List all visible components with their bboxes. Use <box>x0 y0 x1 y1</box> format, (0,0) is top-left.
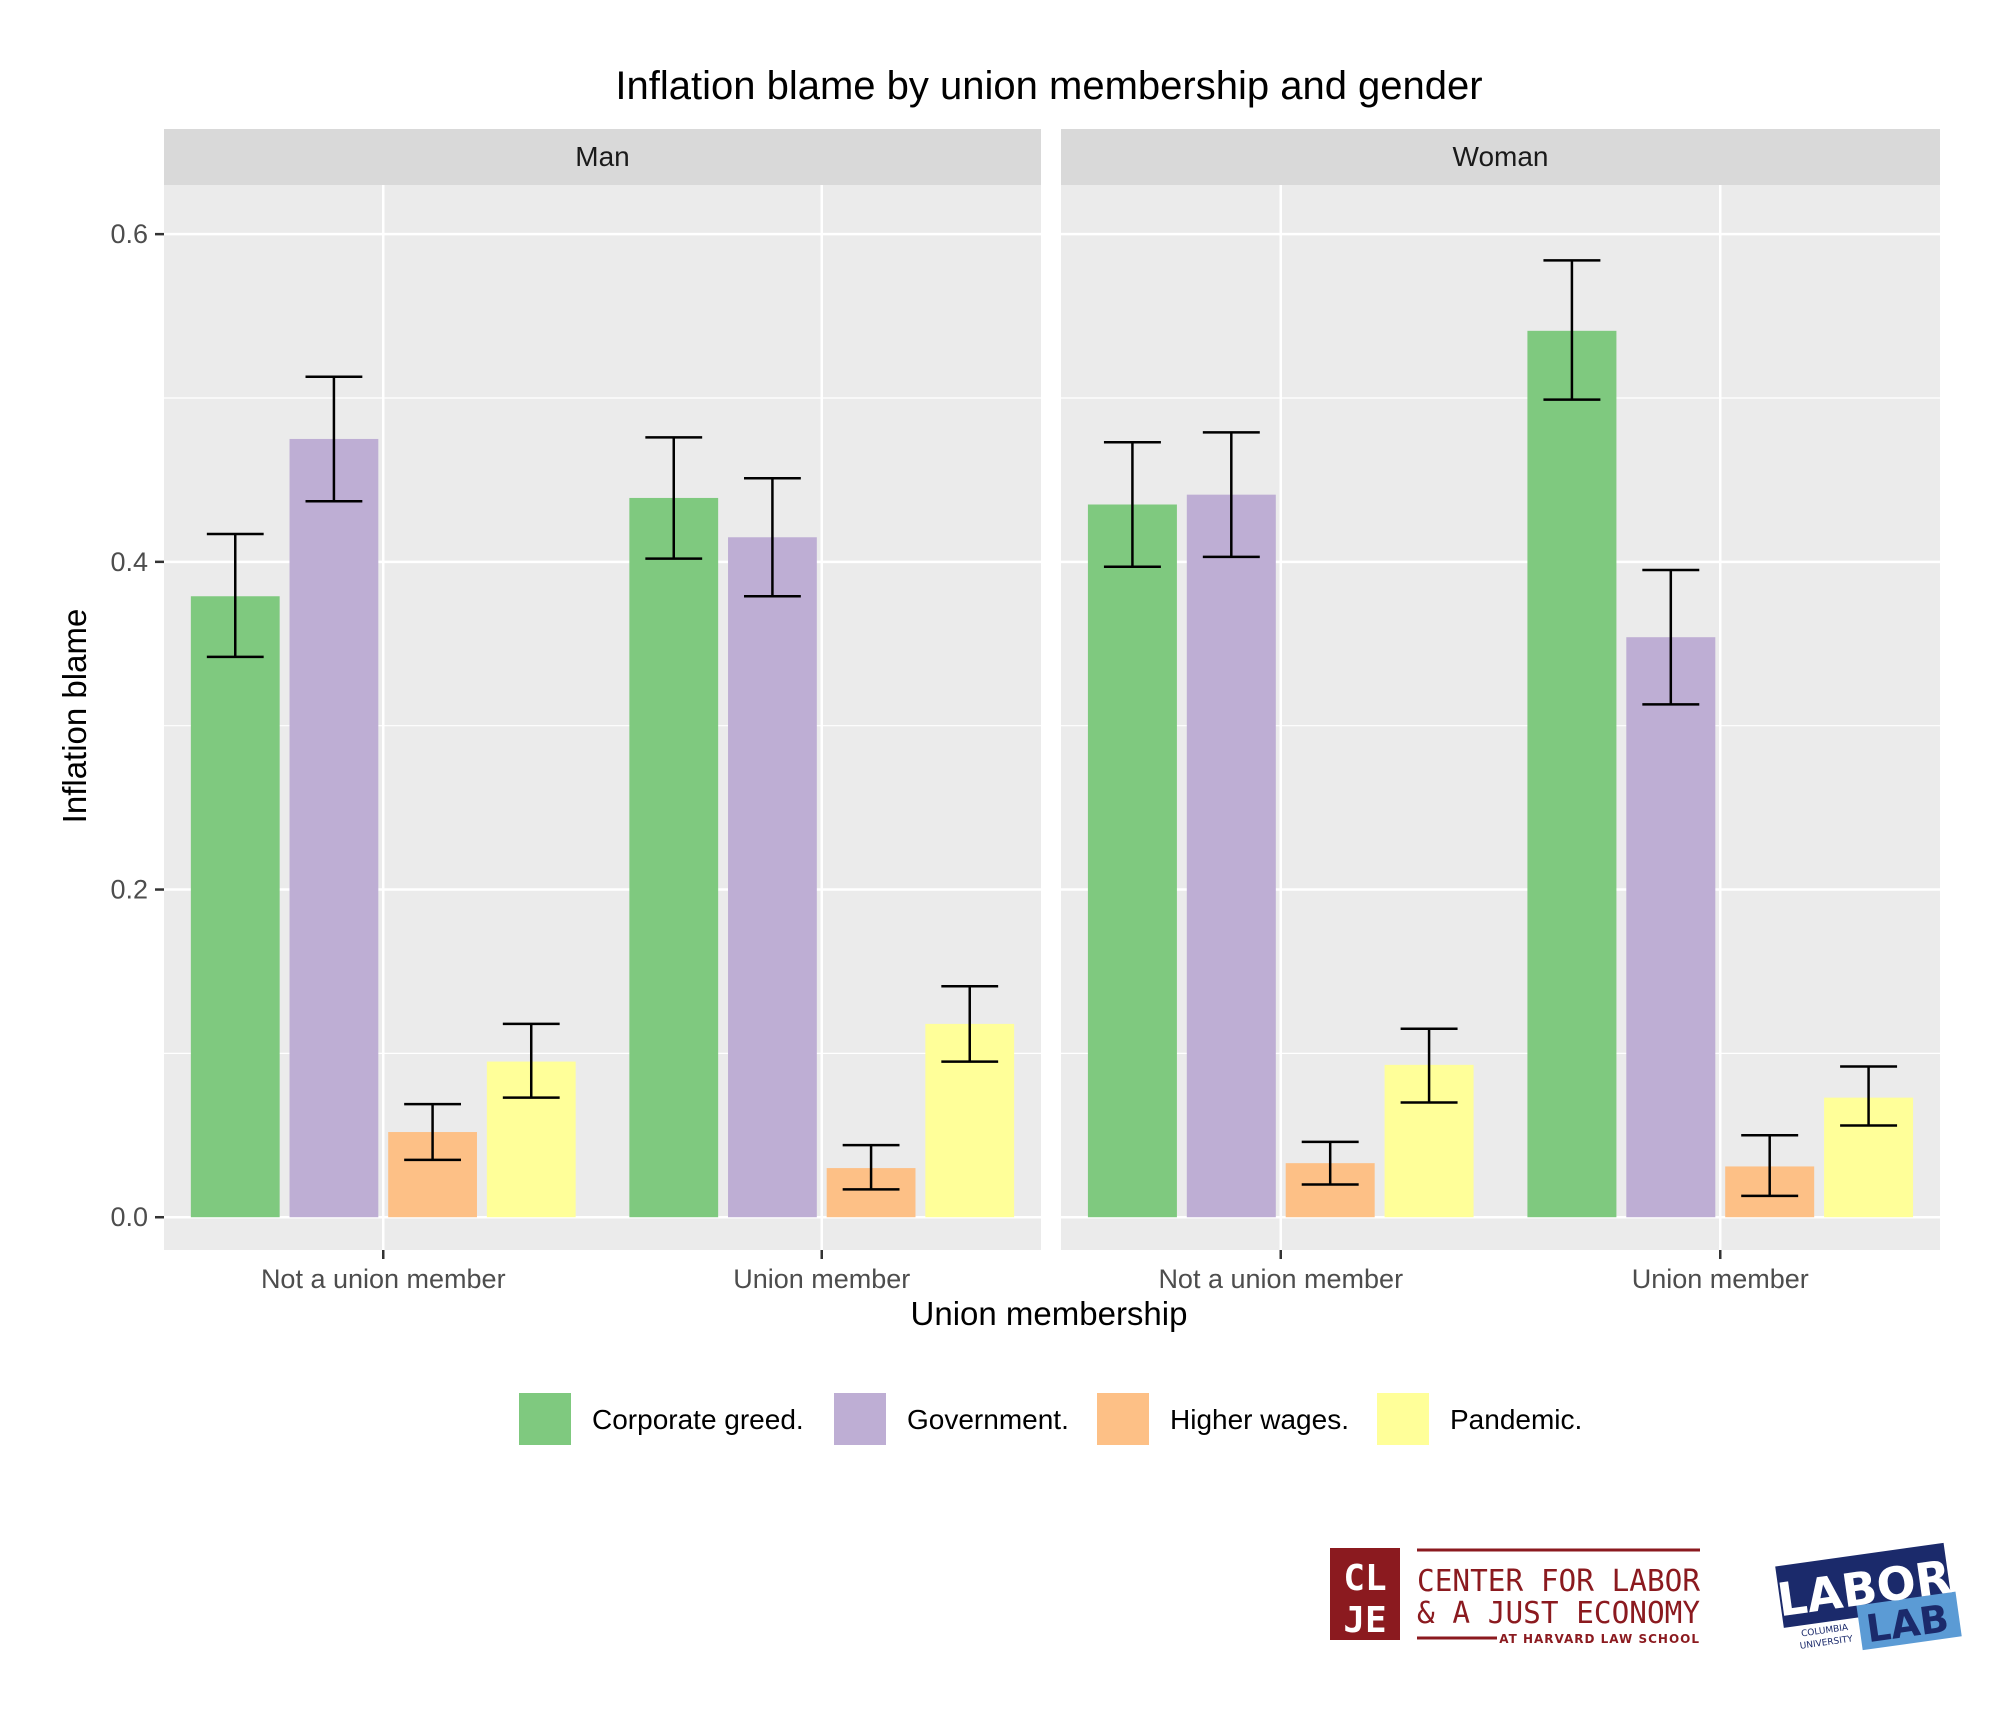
y-tick-label: 0.4 <box>110 547 148 577</box>
legend: Corporate greed. Government. Higher wages.… <box>517 1391 1582 1447</box>
x-axis-label: Union membership <box>911 1295 1188 1332</box>
facet-strip-label: Woman <box>1453 141 1549 172</box>
legend-label: Government. <box>907 1404 1069 1435</box>
error-bar <box>842 1143 900 1191</box>
error-bar <box>1741 1134 1799 1198</box>
y-axis-label: Inflation blame <box>56 609 93 824</box>
legend-item: Pandemic. <box>1375 1391 1582 1447</box>
labor-lab-logo-light-box <box>1856 1591 1962 1651</box>
clje-logo-line2: & A JUST ECONOMY <box>1417 1596 1700 1631</box>
legend-label: Corporate greed. <box>592 1404 804 1435</box>
legend-key <box>517 1391 573 1447</box>
legend-key <box>1375 1391 1431 1447</box>
error-bar <box>1400 1027 1458 1104</box>
legend-item: Higher wages. <box>1095 1391 1349 1447</box>
bar <box>289 438 379 1218</box>
error-bar <box>1543 259 1601 401</box>
y-tick-label: 0.2 <box>110 875 148 905</box>
error-bar <box>1642 568 1700 706</box>
labor-lab-logo: LABOR LAB COLUMBIA UNIVERSITY <box>1774 1542 1962 1652</box>
bar <box>1527 330 1617 1218</box>
error-bar <box>744 477 801 598</box>
error-bar <box>206 532 264 659</box>
legend-key <box>1095 1391 1151 1447</box>
y-tick-label: 0.6 <box>110 219 148 249</box>
error-bar <box>404 1102 461 1162</box>
x-tick-label: Not a union member <box>261 1264 506 1294</box>
error-bar <box>1202 431 1260 559</box>
legend-key <box>832 1391 888 1447</box>
bar <box>1186 494 1276 1218</box>
chart-title: Inflation blame by union membership and … <box>615 64 1482 108</box>
error-bar <box>1301 1140 1359 1186</box>
legend-label: Pandemic. <box>1450 1404 1582 1435</box>
facet-strip <box>164 129 1041 185</box>
facet-strip <box>1061 129 1940 185</box>
facets: Man Not a union member Union member Woman No… <box>110 129 1940 1294</box>
x-tick-label: Union member <box>1632 1264 1809 1294</box>
legend-item: Corporate greed. <box>517 1391 804 1447</box>
legend-label: Higher wages. <box>1170 1404 1349 1435</box>
clje-logo-line1: CENTER FOR LABOR <box>1417 1564 1701 1599</box>
clje-logo-box <box>1330 1548 1400 1640</box>
facet-panel-woman: Woman Not a union member Union member <box>1061 129 1940 1294</box>
facet-panel-man: Man Not a union member Union member <box>164 129 1041 1294</box>
bar <box>1626 637 1716 1218</box>
clje-logo-letters-bottom: JE <box>1343 1600 1386 1641</box>
error-bar <box>941 984 999 1063</box>
error-bar <box>1103 440 1161 569</box>
y-tick-label: 0.0 <box>110 1202 148 1232</box>
bar <box>728 537 817 1218</box>
legend-item: Government. <box>832 1391 1069 1447</box>
error-bar <box>502 1022 560 1099</box>
clje-logo-line3: AT HARVARD LAW SCHOOL <box>1499 1632 1700 1646</box>
clje-logo: CL JE CENTER FOR LABOR & A JUST ECONOMY … <box>1330 1548 1701 1646</box>
y-axis: 0.0 0.2 0.4 0.6 <box>110 219 164 1232</box>
x-tick-label: Union member <box>733 1264 910 1294</box>
bar <box>629 497 719 1218</box>
error-bar <box>645 436 703 560</box>
bar <box>190 596 280 1218</box>
x-tick-label: Not a union member <box>1158 1264 1403 1294</box>
error-bar <box>1840 1065 1898 1127</box>
bar <box>1087 504 1177 1218</box>
clje-logo-letters-top: CL <box>1343 1558 1386 1599</box>
error-bar <box>305 375 363 503</box>
facet-strip-label: Man <box>575 141 629 172</box>
